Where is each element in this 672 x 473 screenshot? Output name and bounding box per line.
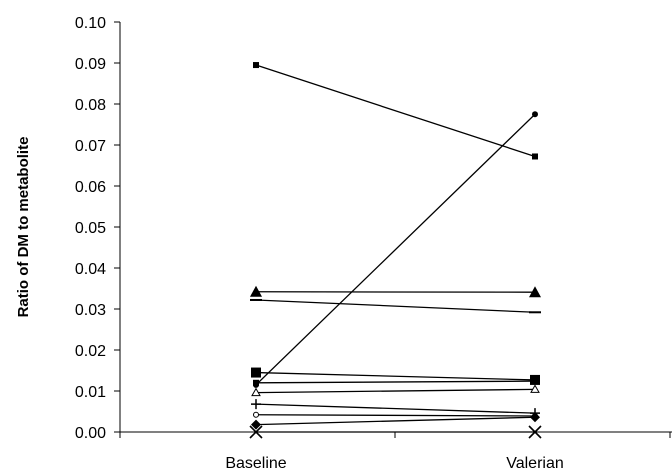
series-line (255, 414, 536, 417)
data-point (529, 286, 541, 298)
data-point (251, 419, 261, 430)
y-tick-label: 0.00 (75, 425, 106, 442)
series-lines (255, 64, 536, 433)
data-point (251, 367, 261, 378)
data-point (249, 425, 263, 439)
y-tick-label: 0.04 (75, 261, 106, 278)
y-tick-label: 0.09 (75, 56, 106, 73)
y-tick-label: 0.01 (75, 384, 106, 401)
series-line (255, 113, 536, 386)
x-tick-label: Baseline (225, 455, 286, 472)
data-point (253, 62, 259, 69)
x-axis: Baseline Valerian (119, 431, 672, 472)
y-tick-label: 0.10 (75, 15, 106, 32)
data-point (251, 387, 261, 397)
series-line (255, 416, 536, 426)
series-line (255, 380, 536, 384)
data-point (530, 412, 540, 423)
series-line (255, 403, 536, 414)
data-point (253, 411, 259, 418)
series-markers (249, 62, 542, 439)
y-tick-label: 0.03 (75, 302, 106, 319)
y-axis-title: Ratio of DM to metabolite (15, 137, 32, 318)
series-line (255, 299, 536, 313)
data-point (253, 379, 259, 386)
series-line (255, 388, 536, 394)
y-tick-label: 0.02 (75, 343, 106, 360)
data-point (250, 285, 262, 297)
series-line (255, 64, 536, 158)
series-line (255, 371, 536, 381)
y-tick-label: 0.06 (75, 179, 106, 196)
y-axis: 0.00 0.01 0.02 0.03 0.04 0.05 0.06 0.07 0.08 0.09… (75, 15, 121, 442)
data-point (532, 153, 538, 160)
data-point (251, 399, 261, 410)
y-tick-label: 0.05 (75, 220, 106, 237)
data-point (528, 425, 542, 439)
data-point (532, 111, 538, 118)
data-point (530, 384, 540, 393)
data-point (532, 378, 538, 385)
x-tick-label: Valerian (506, 455, 564, 472)
y-tick-label: 0.08 (75, 97, 106, 114)
y-tick-label: 0.07 (75, 138, 106, 155)
